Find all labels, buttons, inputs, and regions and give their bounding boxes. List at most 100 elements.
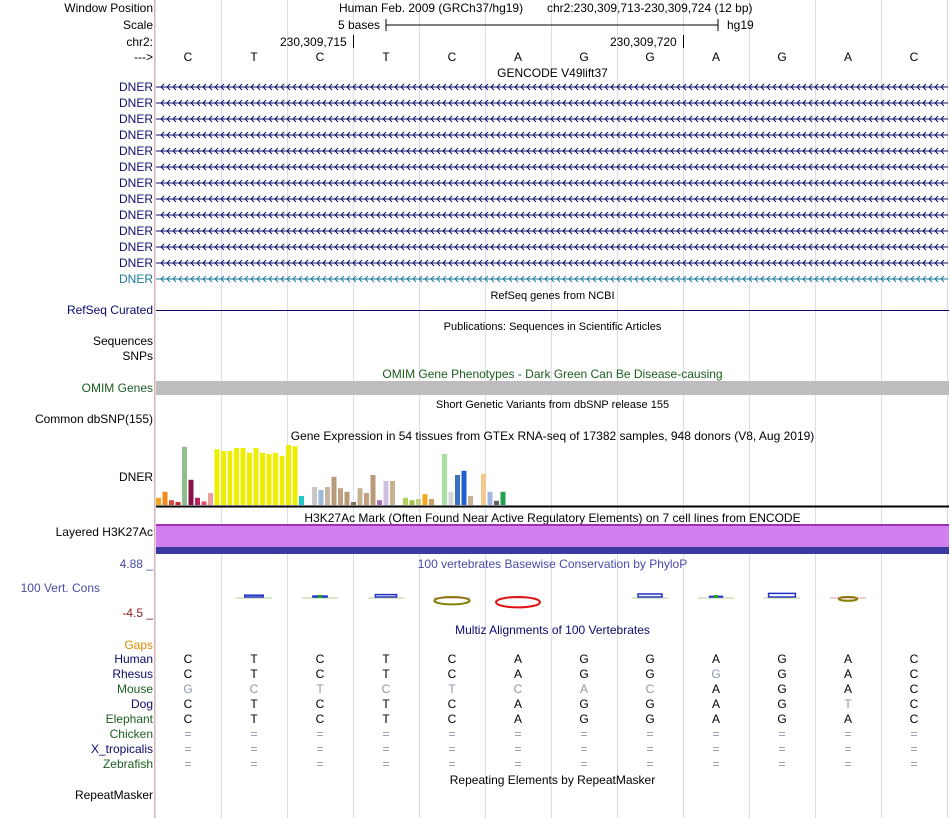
gtex-tissue-bar[interactable]	[500, 491, 506, 505]
dbsnp-track-label[interactable]: Common dbSNP(155)	[34, 412, 153, 426]
gtex-tissue-bar[interactable]	[182, 446, 187, 505]
gtex-tissue-bar[interactable]	[403, 497, 408, 505]
gencode-transcript[interactable]	[156, 227, 948, 235]
gtex-tissue-bar[interactable]	[214, 449, 220, 505]
phylop-track-label[interactable]: 100 Vert. Cons	[20, 581, 100, 595]
gtex-tissue-bar[interactable]	[481, 473, 486, 505]
gencode-transcript[interactable]	[156, 243, 948, 251]
repeatmasker-track-label[interactable]: RepeatMasker	[74, 788, 153, 802]
gtex-tissue-bar[interactable]	[286, 445, 291, 505]
multiz-species-label[interactable]: Zebrafish	[102, 757, 153, 771]
gencode-transcript[interactable]	[156, 259, 948, 267]
h3k27ac-track-label[interactable]: Layered H3K27Ac	[55, 525, 153, 539]
gtex-tissue-bar[interactable]	[240, 448, 246, 505]
gtex-tissue-bar[interactable]	[370, 475, 376, 505]
phylop-score[interactable]	[767, 592, 797, 598]
gaps-track-label[interactable]: Gaps	[124, 638, 153, 652]
gencode-transcript[interactable]	[156, 211, 948, 219]
gencode-transcript-label[interactable]: DNER	[118, 112, 153, 126]
sequences-track-label[interactable]: Sequences	[92, 334, 153, 348]
gtex-tissue-bar[interactable]	[377, 500, 382, 505]
gtex-tissue-bar[interactable]	[169, 500, 174, 505]
multiz-species-label[interactable]: Dog	[130, 697, 153, 711]
refseq-gene-line[interactable]	[156, 310, 949, 311]
gtex-tissue-bar[interactable]	[234, 448, 239, 505]
gtex-tissue-bar[interactable]	[227, 451, 233, 505]
gencode-transcript[interactable]	[156, 83, 948, 91]
gtex-tissue-bar[interactable]	[208, 493, 213, 505]
gtex-tissue-bar[interactable]	[442, 454, 447, 505]
multiz-species-label[interactable]: Elephant	[105, 712, 153, 726]
gtex-track-label[interactable]: DNER	[118, 470, 153, 484]
gtex-tissue-bar[interactable]	[162, 491, 168, 505]
gtex-tissue-bar[interactable]	[416, 499, 421, 505]
gtex-tissue-bar[interactable]	[247, 452, 252, 505]
gencode-transcript[interactable]	[156, 275, 948, 283]
gtex-tissue-bar[interactable]	[468, 496, 473, 505]
phylop-score[interactable]	[495, 596, 541, 609]
gtex-bar-chart[interactable]	[155, 444, 950, 508]
gtex-tissue-bar[interactable]	[260, 452, 265, 505]
omim-track-label[interactable]: OMIM Genes	[81, 381, 153, 395]
gtex-tissue-bar[interactable]	[312, 487, 317, 505]
gtex-tissue-bar[interactable]	[351, 502, 356, 505]
gtex-tissue-bar[interactable]	[455, 475, 460, 505]
gtex-tissue-bar[interactable]	[494, 500, 499, 505]
gtex-tissue-bar[interactable]	[429, 499, 434, 505]
gtex-tissue-bar[interactable]	[461, 470, 467, 505]
tracks-panel[interactable]: Human Feb. 2009 (GRCh37/hg19) chr2:230,3…	[155, 0, 950, 818]
gencode-transcript-label[interactable]: DNER	[118, 96, 153, 110]
phylop-score[interactable]	[837, 596, 859, 602]
gtex-tissue-bar[interactable]	[175, 502, 181, 505]
gtex-tissue-bar[interactable]	[325, 487, 330, 505]
gencode-transcript[interactable]	[156, 195, 948, 203]
multiz-species-label[interactable]: X_tropicalis	[90, 742, 153, 756]
gtex-tissue-bar[interactable]	[273, 452, 278, 505]
gencode-transcript-label[interactable]: DNER	[118, 80, 153, 94]
gtex-tissue-bar[interactable]	[338, 488, 343, 505]
gtex-tissue-bar[interactable]	[331, 476, 337, 505]
omim-gene-bar[interactable]	[156, 381, 949, 395]
gencode-transcript-label[interactable]: DNER	[118, 176, 153, 190]
gtex-tissue-bar[interactable]	[487, 491, 493, 505]
gtex-tissue-bar[interactable]	[279, 455, 285, 505]
gtex-tissue-bar[interactable]	[266, 454, 272, 505]
gencode-transcript-label[interactable]: DNER	[118, 128, 153, 142]
gtex-tissue-bar[interactable]	[422, 494, 428, 505]
gencode-transcript[interactable]	[156, 163, 948, 171]
gtex-tissue-bar[interactable]	[357, 488, 363, 505]
gencode-transcript-label[interactable]: DNER	[118, 272, 153, 286]
gencode-transcript-label[interactable]: DNER	[118, 256, 153, 270]
multiz-species-label[interactable]: Mouse	[116, 682, 153, 696]
gencode-transcript-label[interactable]: DNER	[118, 192, 153, 206]
h3k27ac-signal[interactable]	[156, 526, 949, 547]
gtex-tissue-bar[interactable]	[195, 497, 200, 505]
phylop-track[interactable]	[155, 572, 950, 612]
gtex-tissue-bar[interactable]	[409, 500, 415, 505]
gtex-tissue-bar[interactable]	[253, 448, 259, 505]
phylop-score[interactable]	[433, 596, 471, 606]
phylop-score[interactable]	[374, 593, 398, 598]
gtex-tissue-bar[interactable]	[383, 481, 389, 505]
gencode-transcript-label[interactable]: DNER	[118, 144, 153, 158]
gencode-transcript[interactable]	[156, 99, 948, 107]
gencode-transcript[interactable]	[156, 131, 948, 139]
phylop-score[interactable]	[637, 593, 663, 598]
gtex-tissue-bar[interactable]	[299, 496, 304, 505]
gtex-tissue-bar[interactable]	[292, 446, 298, 505]
gencode-transcript[interactable]	[156, 115, 948, 123]
gencode-transcript-label[interactable]: DNER	[118, 160, 153, 174]
gencode-transcript-label[interactable]: DNER	[118, 208, 153, 222]
gtex-tissue-bar[interactable]	[201, 501, 207, 505]
gtex-tissue-bar[interactable]	[156, 497, 161, 505]
multiz-species-label[interactable]: Chicken	[109, 727, 153, 741]
multiz-species-label[interactable]: Human	[114, 652, 153, 666]
refseq-track-label[interactable]: RefSeq Curated	[66, 303, 153, 317]
gencode-transcript-label[interactable]: DNER	[118, 224, 153, 238]
gencode-transcript-label[interactable]: DNER	[118, 240, 153, 254]
snps-track-label[interactable]: SNPs	[122, 349, 153, 363]
gtex-tissue-bar[interactable]	[448, 491, 454, 505]
gtex-tissue-bar[interactable]	[188, 479, 194, 505]
gencode-transcript[interactable]	[156, 179, 948, 187]
phylop-score[interactable]	[244, 594, 264, 598]
